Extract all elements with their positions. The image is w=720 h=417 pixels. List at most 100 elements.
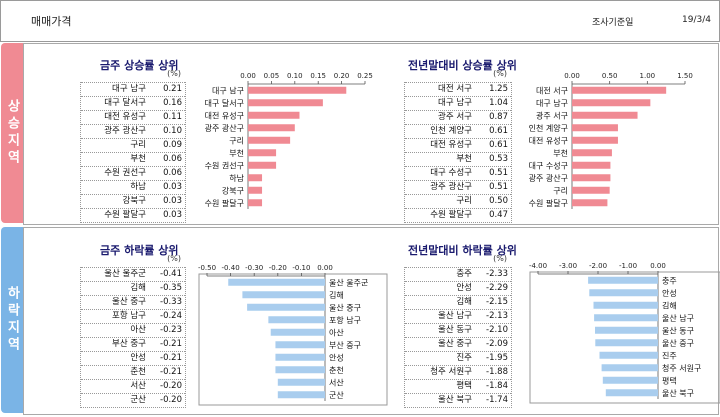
- region-name: 인천 계양구: [430, 126, 472, 136]
- change-value: 0.10: [163, 126, 182, 136]
- bar: [275, 353, 325, 361]
- category-label: 수원 권선구: [205, 160, 244, 170]
- region-name: 부천: [456, 154, 472, 164]
- table-row: 울산 중구 -0.33: [81, 295, 185, 309]
- table-row: 울산 동구 -2.10: [405, 323, 511, 337]
- rise-region-band: 상승지역: [1, 43, 23, 223]
- table-row: 구리 0.09: [81, 138, 185, 152]
- bar: [572, 149, 612, 157]
- region-name: 진주: [456, 353, 472, 363]
- category-label: 대전 유성구: [205, 110, 244, 120]
- change-value: 0.09: [163, 140, 182, 150]
- bar: [605, 389, 658, 397]
- panel-title-ytd-fall: 전년말대비 하락률 상위: [408, 244, 517, 257]
- fall-section: [23, 227, 719, 415]
- change-value: 0.03: [163, 210, 182, 220]
- change-value: -0.23: [160, 325, 182, 335]
- bar: [247, 303, 325, 311]
- table-row: 아산 -0.23: [81, 323, 185, 337]
- unit-label: (%): [493, 69, 507, 78]
- change-value: -0.21: [160, 339, 182, 349]
- region-name: 서산: [130, 381, 146, 391]
- change-value: 0.51: [489, 168, 508, 178]
- category-label: 울산 중구: [662, 338, 694, 348]
- category-label: 대구 달서구: [205, 99, 244, 108]
- category-label: 울산 북구: [662, 388, 694, 398]
- region-name: 대전 서구: [438, 84, 472, 94]
- category-label: 울산 울주군: [329, 277, 368, 287]
- region-name: 포항 남구: [112, 311, 146, 321]
- x-tick-label: 0.20: [334, 72, 350, 80]
- category-label: 청주 서원구: [662, 364, 701, 373]
- plot-frame: [198, 273, 388, 406]
- x-tick-label: 0.00: [317, 264, 333, 272]
- table-row: 구리 0.50: [405, 194, 511, 208]
- category-label: 대구 남구: [536, 99, 568, 108]
- region-name: 충주: [456, 269, 472, 279]
- x-tick-label: 0.50: [602, 72, 618, 80]
- change-value: -2.29: [486, 283, 508, 293]
- change-value: 0.16: [163, 98, 182, 108]
- x-tick-label: 0.25: [357, 72, 373, 80]
- change-value: -0.20: [160, 381, 182, 391]
- table-row: 서산 -0.20: [81, 379, 185, 393]
- fall-region-band: 하락지역: [1, 227, 23, 413]
- table-row: 울산 북구 -1.74: [405, 393, 511, 407]
- unit-label: (%): [493, 254, 507, 263]
- category-label: 대전 서구: [536, 85, 568, 95]
- bar: [248, 99, 323, 107]
- region-name: 평택: [456, 381, 472, 391]
- region-name: 대구 남구: [112, 84, 146, 94]
- change-value: 0.06: [163, 168, 182, 178]
- bar: [572, 124, 618, 132]
- category-label: 구리: [553, 186, 568, 195]
- region-name: 대전 유성구: [104, 112, 146, 122]
- table-row: 진주 -1.95: [405, 351, 511, 365]
- plot-frame: [529, 271, 720, 404]
- x-tick-label: -4.00: [529, 262, 547, 270]
- table-row: 대구 남구 1.04: [405, 96, 511, 110]
- change-value: -0.20: [160, 395, 182, 405]
- change-value: -1.88: [486, 367, 508, 377]
- bar: [277, 391, 325, 399]
- region-name: 수원 팔달구: [104, 210, 146, 220]
- category-label: 수원 팔달구: [205, 198, 244, 208]
- change-value: -2.13: [486, 311, 508, 321]
- region-name: 김해: [456, 297, 472, 307]
- category-label: 광주 광산구: [529, 173, 568, 183]
- x-tick-label: 0.00: [650, 262, 666, 270]
- x-tick-label: 0.10: [287, 72, 303, 80]
- change-value: -2.09: [486, 339, 508, 349]
- change-value: 1.25: [489, 84, 508, 94]
- bar: [572, 99, 651, 107]
- table-row: 대전 유성구 0.61: [405, 138, 511, 152]
- category-label: 울산 중구: [329, 302, 361, 312]
- category-label: 광주 광산구: [205, 123, 244, 133]
- table-row: 안성 -2.29: [405, 281, 511, 295]
- category-label: 아산: [329, 327, 344, 337]
- x-tick-label: -1.00: [619, 262, 637, 270]
- region-name: 대구 달서구: [104, 98, 146, 108]
- table-row: 대구 수성구 0.51: [405, 166, 511, 180]
- x-tick-label: 1.50: [677, 72, 693, 80]
- change-value: 0.61: [489, 126, 508, 136]
- bar: [248, 86, 347, 94]
- change-value: 1.04: [489, 98, 508, 108]
- change-value: -2.15: [486, 297, 508, 307]
- change-value: 0.50: [489, 196, 508, 206]
- region-name: 수원 팔달구: [430, 210, 472, 220]
- bar: [572, 199, 608, 207]
- category-label: 포항 남구: [329, 316, 361, 325]
- region-name: 광주 광산구: [104, 126, 146, 136]
- bar: [602, 376, 658, 384]
- change-value: -2.33: [486, 269, 508, 279]
- table-ytd-rise: (%) 대전 서구 1.25 대구 남구 1.04 광주 서구 0.87 인천 계양구 0.6…: [404, 69, 512, 223]
- table-row: 수원 팔달구 0.47: [405, 208, 511, 222]
- x-tick-label: 0.00: [240, 72, 256, 80]
- change-value: 0.21: [163, 84, 182, 94]
- report-header: 매매가격 조사기준일 19/3/4: [0, 0, 720, 42]
- category-label: 부천: [553, 148, 568, 158]
- change-value: -1.95: [486, 353, 508, 363]
- category-label: 광주 서구: [536, 110, 568, 120]
